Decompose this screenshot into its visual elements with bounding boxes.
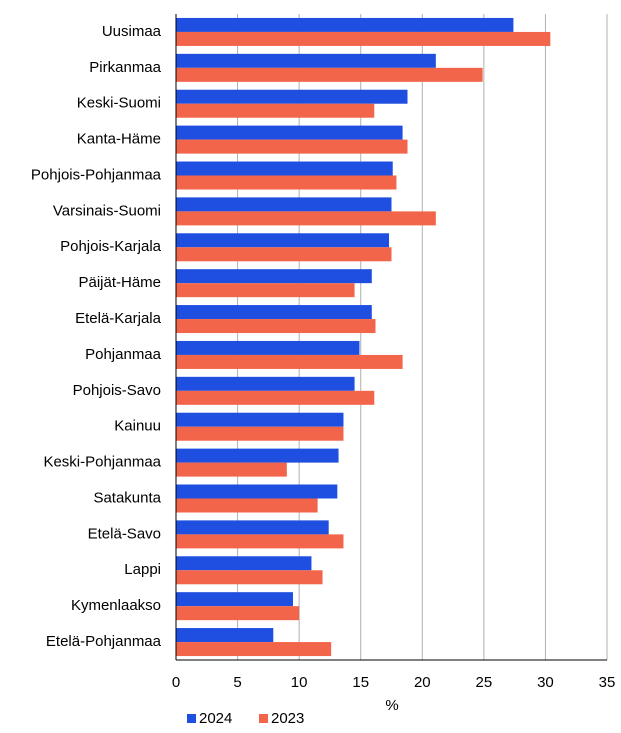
bar (176, 484, 338, 499)
y-tick-label: Pohjanmaa (85, 346, 162, 363)
bar (176, 269, 372, 284)
x-axis-label: % (385, 697, 398, 714)
x-tick-label: 35 (599, 674, 616, 691)
y-tick-label: Keski-Suomi (77, 95, 161, 112)
y-tick-label: Uusimaa (102, 23, 162, 40)
x-tick-label: 20 (414, 674, 431, 691)
y-tick-label: Kymenlaakso (71, 597, 161, 614)
bar (176, 247, 392, 262)
y-tick-label: Pohjois-Savo (73, 382, 161, 399)
y-tick-label: Etelä-Pohjanmaa (46, 633, 162, 650)
y-tick-label: Kainuu (114, 418, 161, 435)
bar (176, 67, 483, 82)
bar (176, 139, 408, 154)
bar (176, 376, 355, 391)
legend-swatch (187, 714, 196, 723)
bar (176, 570, 323, 585)
bar (176, 354, 403, 369)
y-tick-label: Kanta-Häme (77, 131, 161, 148)
bar (176, 197, 392, 212)
bar (176, 606, 300, 621)
bar (176, 426, 344, 441)
y-tick-label: Etelä-Savo (88, 525, 161, 542)
bar (176, 283, 355, 298)
x-tick-label: 25 (476, 674, 493, 691)
bar (176, 462, 287, 477)
bar (176, 498, 318, 513)
legend-swatch (259, 714, 268, 723)
bar (176, 628, 274, 643)
y-tick-label: Satakunta (93, 489, 161, 506)
bar (176, 305, 372, 320)
y-tick-label: Keski-Pohjanmaa (43, 454, 161, 471)
bar (176, 89, 408, 104)
y-tick-label: Varsinais-Suomi (53, 202, 161, 219)
bar (176, 520, 329, 535)
y-tick-label: Pohjois-Karjala (60, 238, 162, 255)
bar (176, 642, 332, 657)
y-tick-label: Pirkanmaa (89, 59, 161, 76)
legend-label: 2023 (271, 710, 304, 727)
bar (176, 319, 376, 334)
x-tick-label: 0 (172, 674, 180, 691)
x-tick-label: 10 (291, 674, 308, 691)
bar (176, 340, 360, 355)
bar (176, 17, 514, 32)
bar (176, 412, 344, 427)
bar (176, 31, 551, 46)
bar (176, 125, 403, 140)
bar (176, 556, 312, 571)
y-tick-label: Pohjois-Pohjanmaa (31, 166, 162, 183)
bar (176, 103, 375, 118)
bar (176, 390, 375, 405)
bar (176, 534, 344, 549)
y-tick-label: Päijät-Häme (78, 274, 161, 291)
x-tick-label: 30 (537, 674, 554, 691)
bar (176, 233, 390, 248)
bar (176, 53, 436, 68)
bar (176, 211, 436, 226)
legend-label: 2024 (199, 710, 232, 727)
x-tick-label: 15 (352, 674, 369, 691)
y-tick-label: Lappi (124, 561, 161, 578)
bar (176, 175, 397, 190)
bar (176, 592, 293, 607)
bar (176, 161, 393, 176)
bar (176, 448, 339, 463)
x-tick-label: 5 (233, 674, 241, 691)
y-tick-label: Etelä-Karjala (75, 310, 162, 327)
